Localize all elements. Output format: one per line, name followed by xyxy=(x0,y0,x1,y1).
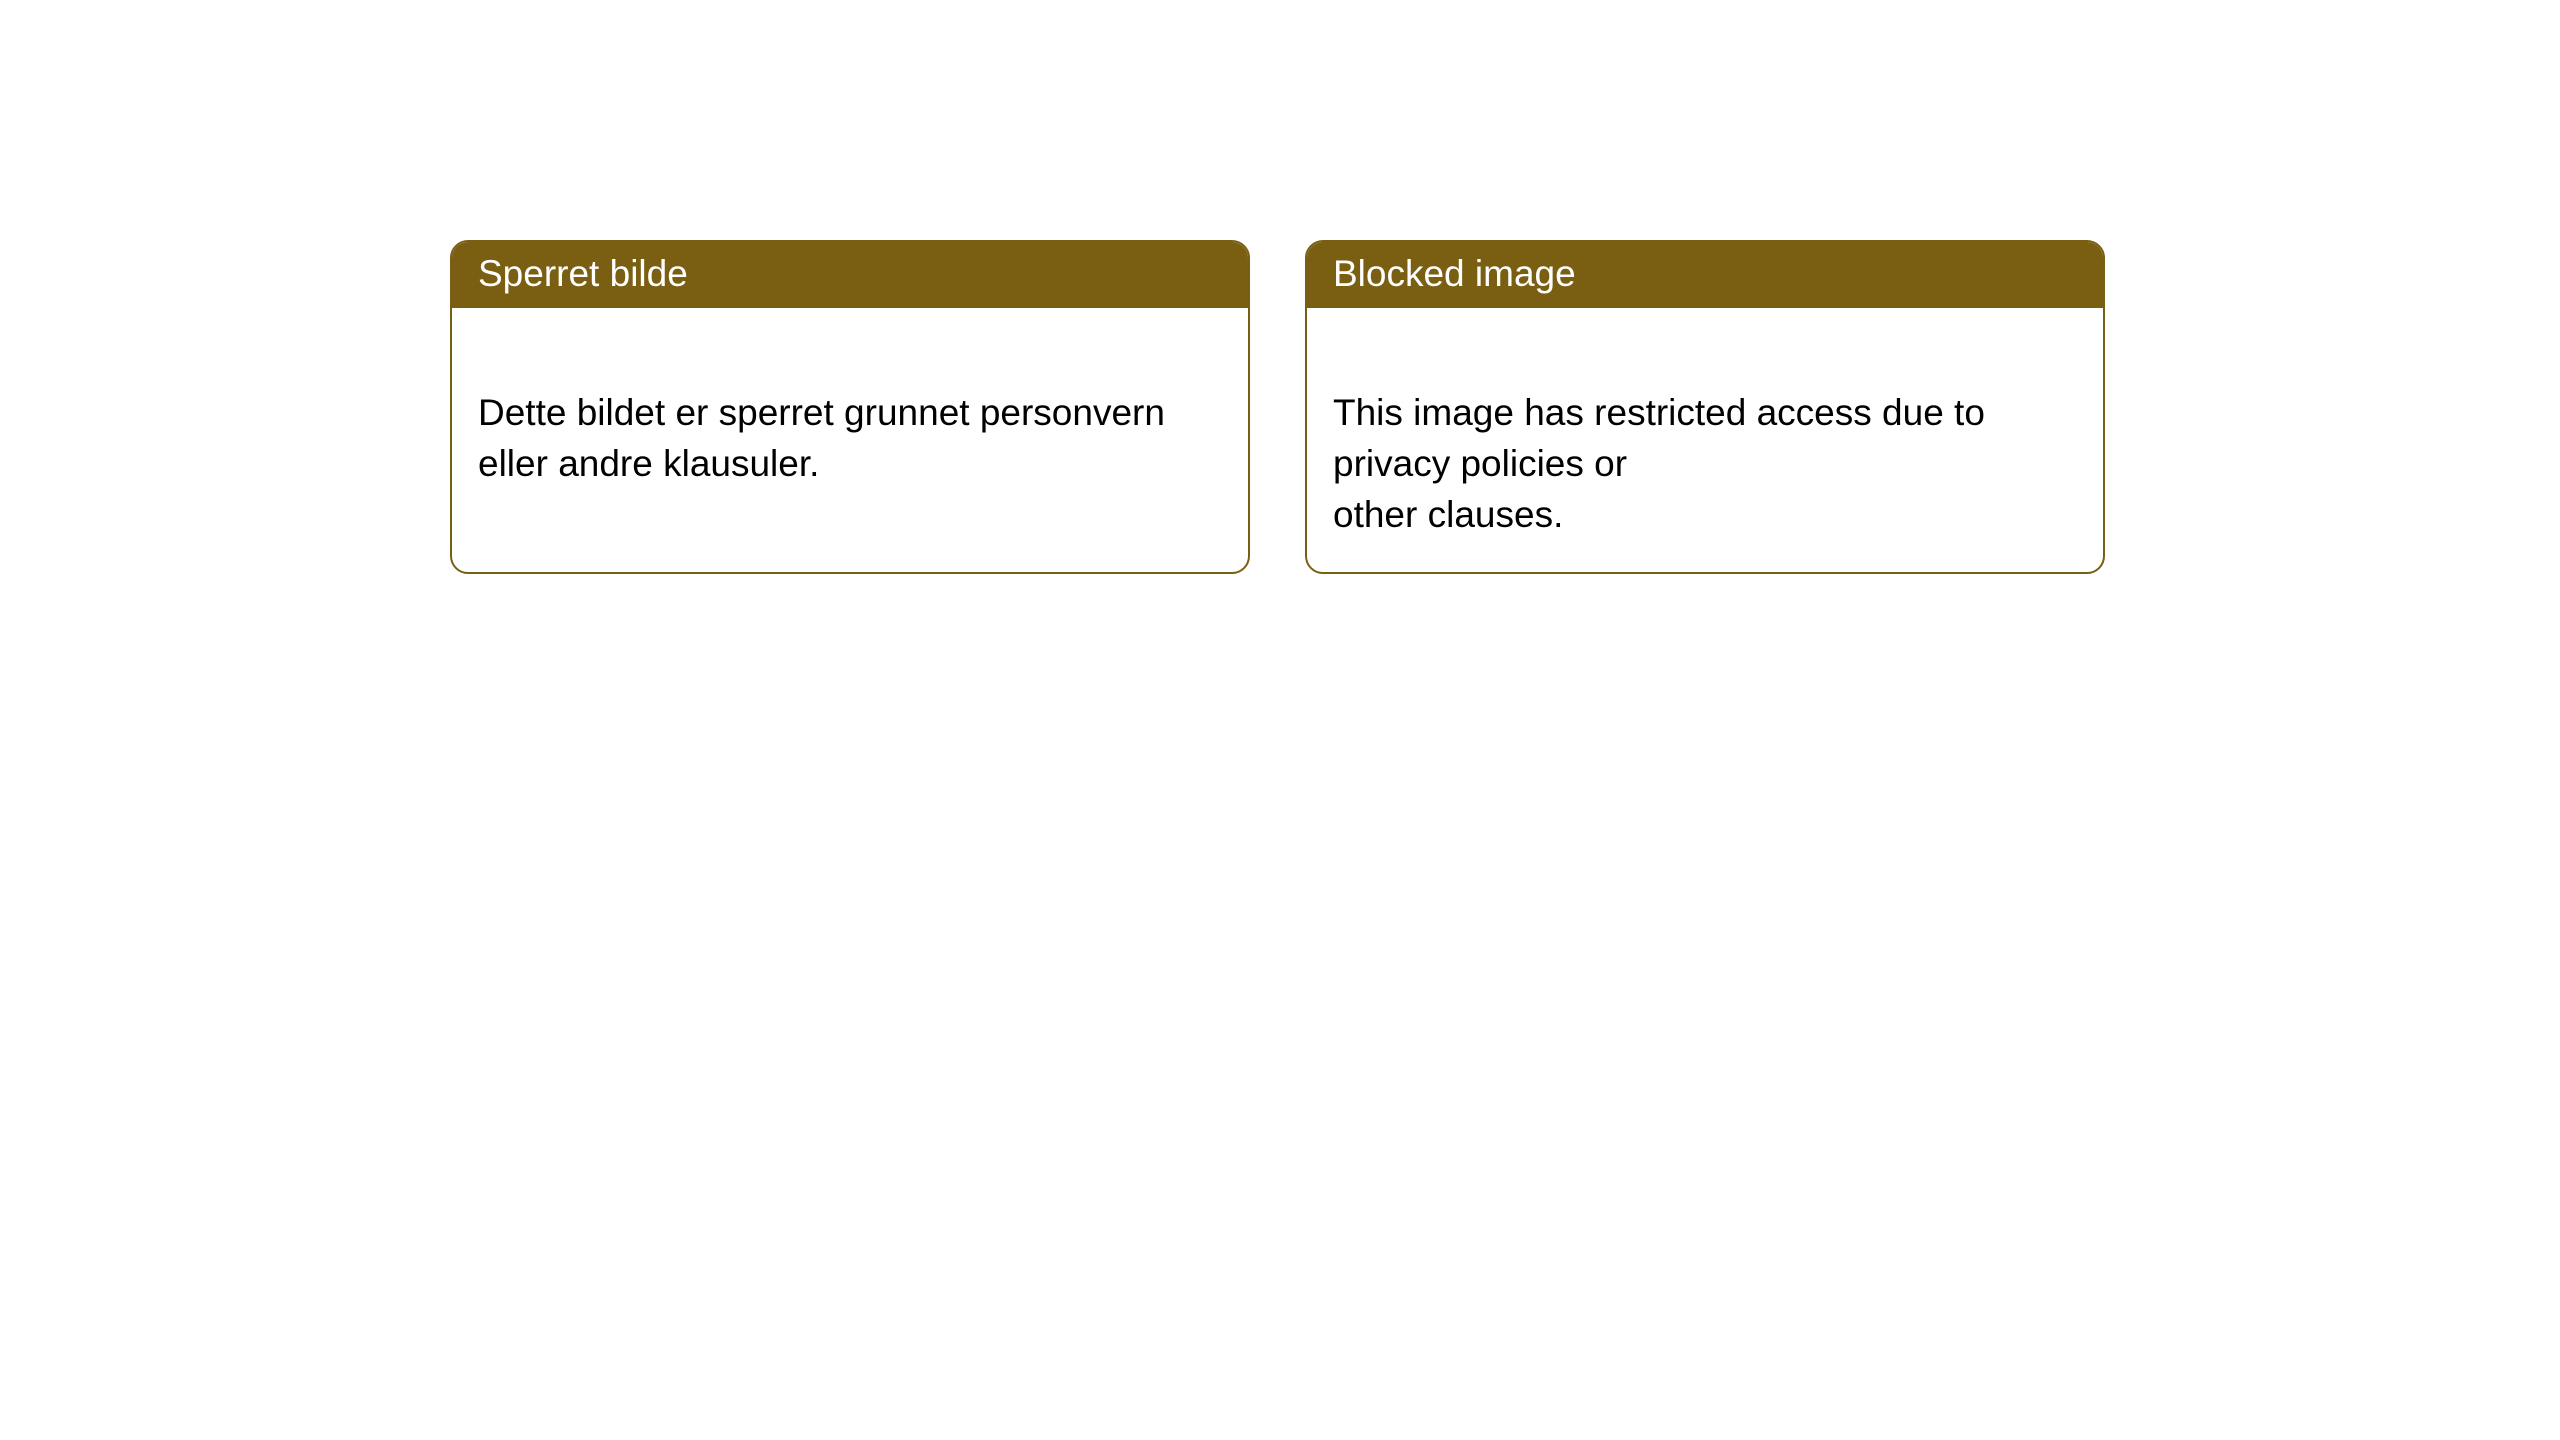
notice-title: Blocked image xyxy=(1333,253,1576,294)
notice-card-en: Blocked image This image has restricted … xyxy=(1305,240,2105,574)
notice-card-header: Sperret bilde xyxy=(452,242,1248,308)
notice-title: Sperret bilde xyxy=(478,253,688,294)
notice-body-text: Dette bildet er sperret grunnet personve… xyxy=(478,392,1165,484)
notice-body-text: This image has restricted access due to … xyxy=(1333,392,1985,535)
notice-card-body: This image has restricted access due to … xyxy=(1307,308,2103,568)
notice-card-header: Blocked image xyxy=(1307,242,2103,308)
notice-card-no: Sperret bilde Dette bildet er sperret gr… xyxy=(450,240,1250,574)
notice-container: Sperret bilde Dette bildet er sperret gr… xyxy=(0,0,2560,574)
notice-card-body: Dette bildet er sperret grunnet personve… xyxy=(452,308,1248,517)
